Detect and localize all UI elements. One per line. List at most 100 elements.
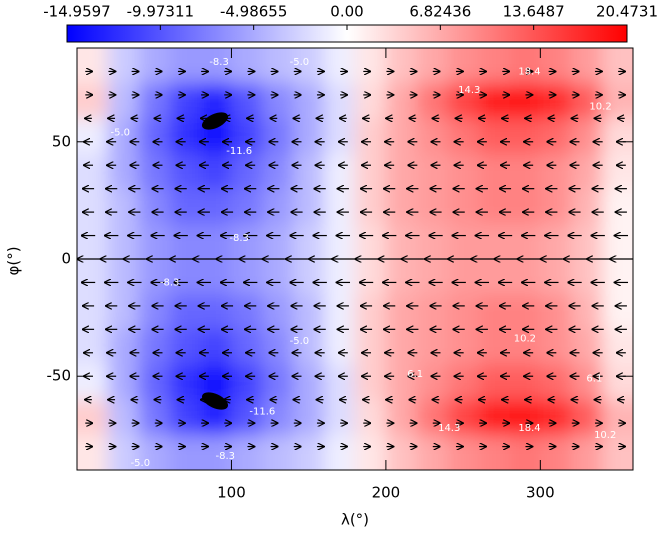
heat-cell [355,118,387,154]
heat-cell [602,399,633,436]
heat-cell [478,223,510,260]
heat-cell [509,188,541,225]
contour-label: -5.0 [110,127,130,138]
heat-cell [385,259,418,295]
heat-cell [200,223,232,260]
heat-cell [478,434,510,470]
heat-cell [138,364,171,401]
heat-cell [107,48,140,84]
heat-cell [200,48,232,84]
heat-cell [77,434,109,470]
heat-cell [602,223,633,260]
heat-cell [262,223,294,260]
heat-cell [540,188,572,225]
heat-cell [478,364,510,401]
heat-cell [77,83,109,119]
heat-cell [324,434,356,470]
heat-cell [602,48,633,84]
heat-cell [540,223,572,260]
heat-cell [385,399,418,436]
colorbar-tick-label: 0.00 [330,3,363,21]
heat-cell [293,83,325,119]
heat-cell [324,294,356,330]
heat-cell [138,223,171,260]
heat-cell [169,294,202,330]
heat-cell [169,153,202,190]
heat-cell [262,188,294,225]
heat-cell [478,188,510,225]
heat-cell [169,434,202,470]
heat-cell [355,153,387,190]
heat-cell [416,118,449,154]
heat-cell [138,259,171,295]
heat-cell [107,118,140,154]
heat-cell [262,118,294,154]
heat-cell [231,329,263,365]
heat-cell [107,399,140,436]
heat-cell [77,364,109,401]
heat-cell [355,83,387,119]
heat-cell [231,294,263,330]
heat-cell [447,364,480,401]
heat-cell [77,259,109,295]
heat-cell [385,188,418,225]
heat-cell [169,188,202,225]
heat-cell [416,223,449,260]
heat-cell [138,83,171,119]
heat-cell [447,294,480,330]
heat-cell [107,153,140,190]
heat-cell [571,153,603,190]
heat-cell [324,329,356,365]
contour-label: 14.3 [438,423,460,434]
heat-cell [355,294,387,330]
heat-cell [324,364,356,401]
heat-cell [293,153,325,190]
heat-cell [324,188,356,225]
heat-cell [571,118,603,154]
heat-cell [385,83,418,119]
heat-cell [355,48,387,84]
heat-cell [231,223,263,260]
heat-cell [138,294,171,330]
heat-cell [355,329,387,365]
heat-cell [540,364,572,401]
heat-cell [200,153,232,190]
heat-cell [200,259,232,295]
heat-cell [571,188,603,225]
heat-cell [602,259,633,295]
heat-cell [324,259,356,295]
heat-cell [602,188,633,225]
colorbar-tick-label: 6.82436 [409,3,471,21]
heat-cell [509,259,541,295]
heat-cell [262,364,294,401]
heat-cell [509,223,541,260]
heat-cell [324,48,356,84]
heat-cell [231,364,263,401]
heat-cell [447,434,480,470]
heat-cell [169,223,202,260]
heat-cell [571,399,603,436]
colorbar-tick-label: -4.98655 [220,3,287,21]
y-tick-label: -50 [47,367,72,385]
heat-cell [571,223,603,260]
heat-cell [478,329,510,365]
heat-cell [107,223,140,260]
heat-cell [107,294,140,330]
heat-cell [355,188,387,225]
blob [201,112,229,130]
heat-cell [509,83,541,119]
contour-label: 18.4 [518,66,540,77]
heat-cell [138,188,171,225]
heat-cell [447,188,480,225]
x-tick-label: 200 [372,484,401,502]
heat-cell [416,188,449,225]
heat-cell [262,48,294,84]
heat-cell [571,48,603,84]
heat-cell [416,329,449,365]
heat-cell [107,364,140,401]
heat-cell [293,434,325,470]
heat-cell [293,259,325,295]
heat-cell [602,364,633,401]
heat-cell [138,329,171,365]
heat-cell [262,153,294,190]
